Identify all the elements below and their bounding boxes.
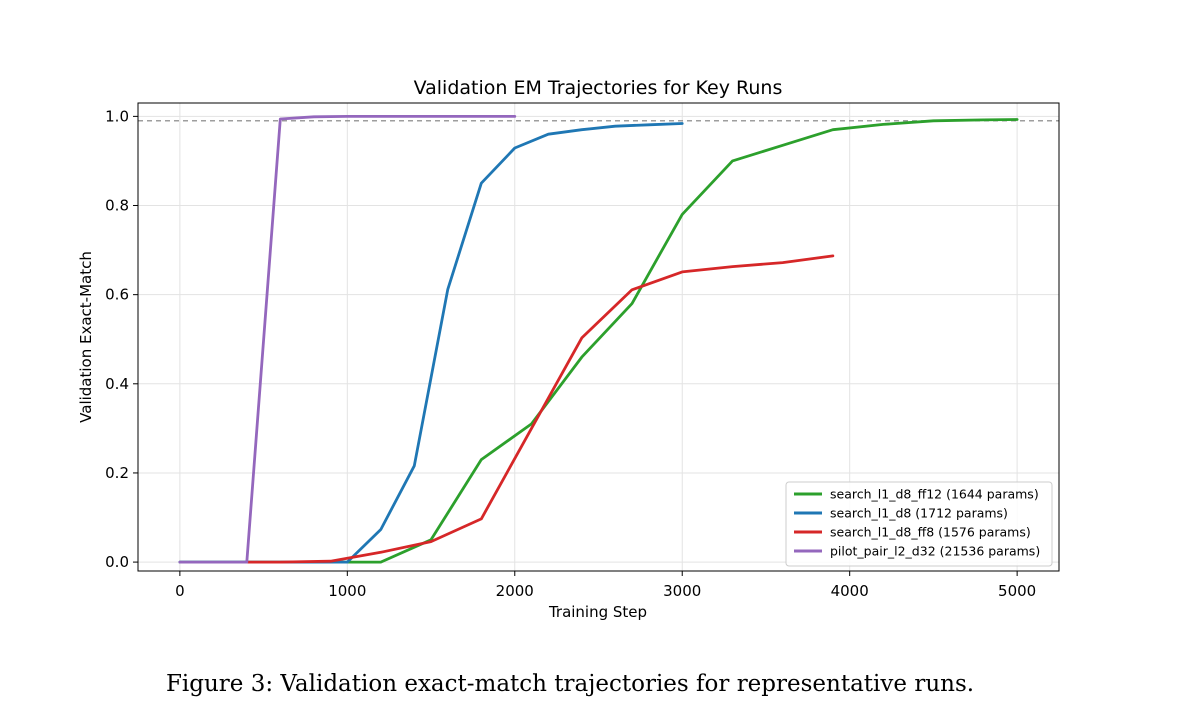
- legend-label: search_l1_d8 (1712 params): [830, 506, 1008, 521]
- series-line-2: [245, 254, 835, 564]
- y-tick-label: 0.2: [105, 464, 129, 482]
- y-axis-ticks: 0.0 0.2 0.4 0.6 0.8 1.0: [105, 107, 138, 571]
- y-tick-label: 0.8: [105, 197, 129, 215]
- x-tick-label: 1000: [328, 582, 366, 600]
- plot-frame: [137, 102, 1060, 572]
- legend-label: search_l1_d8_ff12 (1644 params): [830, 487, 1039, 502]
- series-line-1: [178, 122, 684, 564]
- legend-label: pilot_pair_l2_d32 (21536 params): [830, 544, 1040, 559]
- x-tick-label: 3000: [663, 582, 701, 600]
- y-axis-label: Validation Exact-Match: [77, 251, 95, 423]
- y-tick-label: 0.0: [105, 553, 129, 571]
- legend: search_l1_d8_ff12 (1644 params) search_l1…: [785, 481, 1053, 567]
- series-lines: [178, 115, 1019, 564]
- x-tick-label: 2000: [496, 582, 534, 600]
- x-tick-label: 4000: [831, 582, 869, 600]
- legend-box: [785, 481, 1053, 567]
- y-tick-label: 1.0: [105, 107, 129, 125]
- series-line-0: [178, 118, 1019, 564]
- y-tick-label: 0.4: [105, 375, 129, 393]
- y-tick-label: 0.6: [105, 286, 129, 304]
- figure-caption: Figure 3: Validation exact-match traject…: [165, 671, 975, 697]
- x-tick-label: 0: [175, 582, 185, 600]
- x-axis-ticks: 0 1000 2000 3000 4000 5000: [175, 571, 1036, 600]
- series-line-3: [178, 115, 517, 564]
- chart: 0 1000 2000 3000 4000 5000 0.0 0.2 0.4 0.6 0.8 1.0…: [77, 77, 1060, 621]
- x-axis-label: Training Step: [548, 603, 647, 621]
- x-tick-label: 5000: [998, 582, 1036, 600]
- legend-label: search_l1_d8_ff8 (1576 params): [830, 525, 1031, 540]
- chart-title: Validation EM Trajectories for Key Runs: [414, 77, 783, 99]
